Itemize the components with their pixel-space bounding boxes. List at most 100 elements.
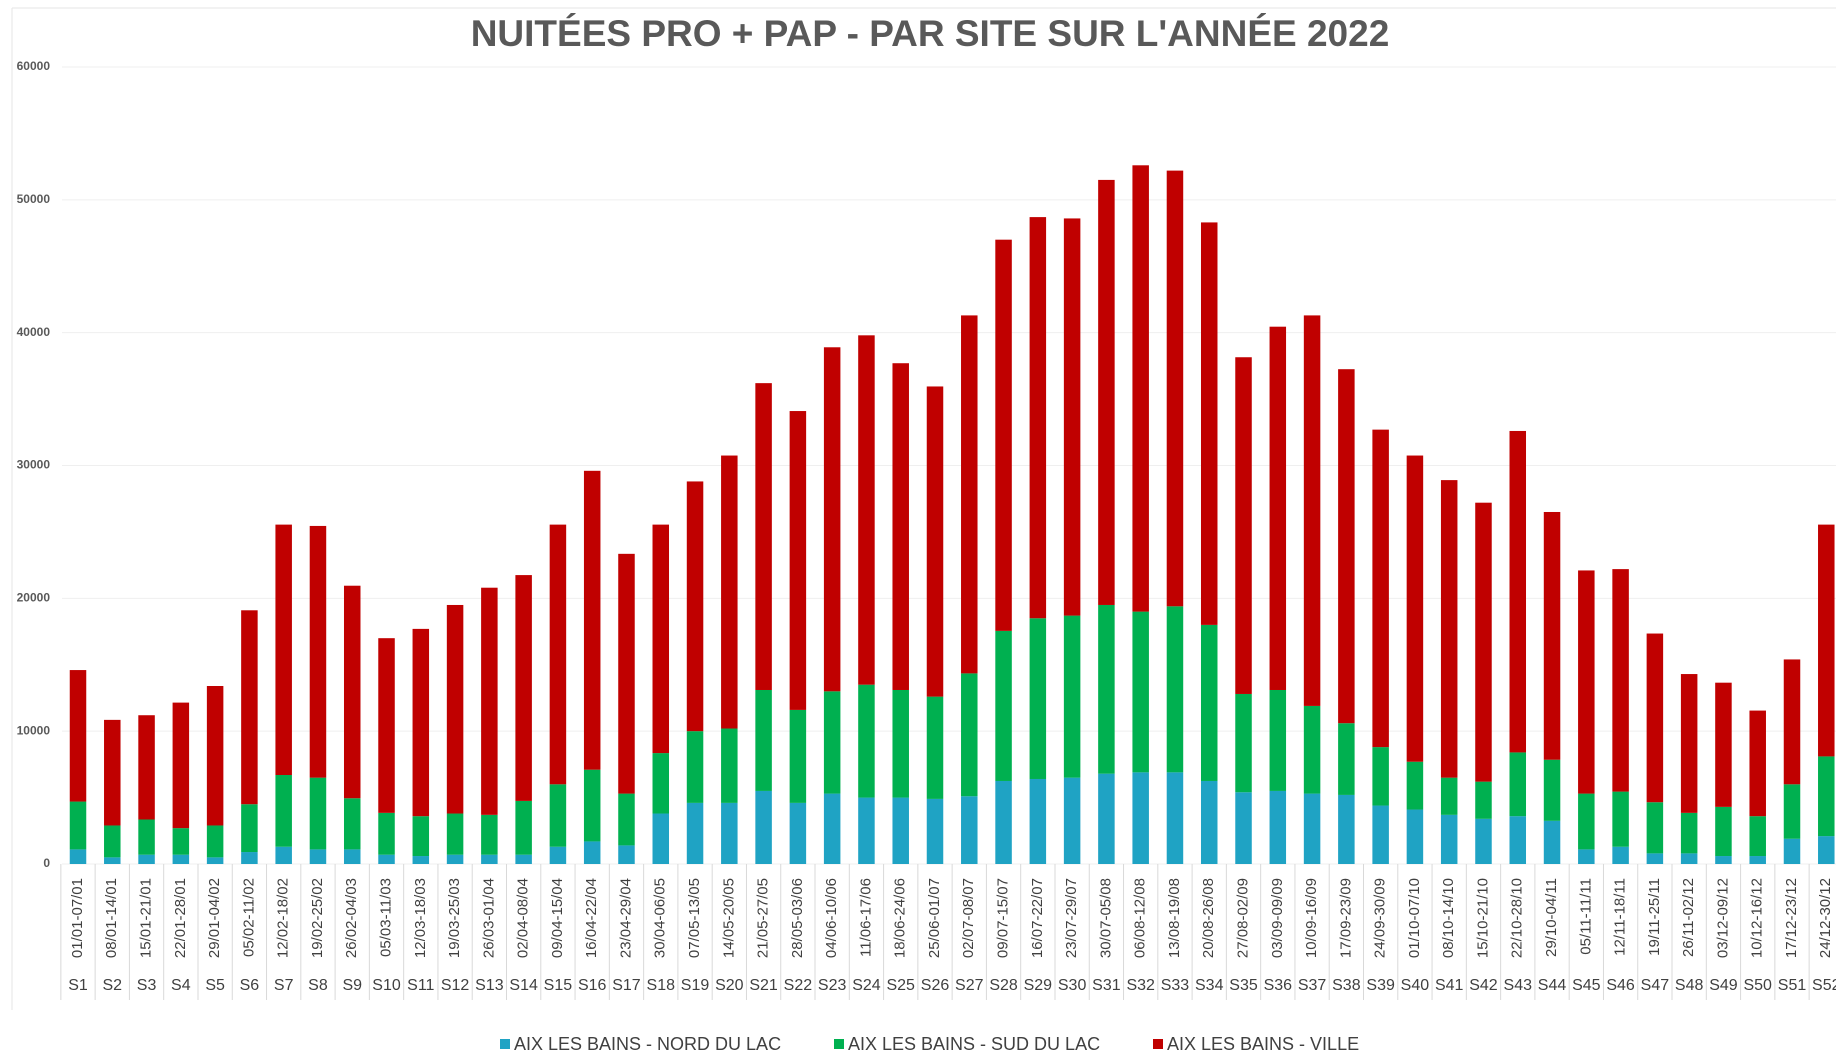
bar-segment [1132, 772, 1149, 864]
x-tick-label: S30 [1058, 977, 1087, 994]
bar-segment [1646, 802, 1664, 854]
x-tick-label: S43 [1504, 977, 1533, 994]
x-date-label: 03/12-09/12 [1714, 878, 1731, 958]
bar-segment [515, 854, 532, 864]
bar-segment [1338, 723, 1355, 795]
bar-segment [1029, 217, 1047, 619]
bar-segment [1372, 747, 1389, 806]
x-date-label: 02/07-08/07 [960, 878, 977, 958]
bar-segment [1166, 606, 1184, 773]
bar-segment [138, 854, 155, 864]
x-tick-label: S14 [509, 977, 538, 994]
bar-segment [823, 691, 841, 794]
bar-segment [172, 854, 190, 864]
bar-segment [104, 857, 121, 864]
x-tick-label: S46 [1606, 977, 1635, 994]
x-tick-label: S26 [921, 977, 950, 994]
bar-segment [69, 670, 87, 802]
bar-segment [378, 854, 395, 864]
bar-segment [1235, 693, 1252, 793]
bar-segment [1749, 856, 1766, 864]
x-tick-label: S51 [1778, 977, 1807, 994]
bar-segment [481, 587, 498, 815]
bar-segment [1543, 759, 1561, 821]
bar-segment [1338, 369, 1355, 724]
bar-segment [206, 686, 224, 826]
bar-segment [618, 845, 635, 864]
bar-segment [892, 689, 909, 798]
x-date-label: 07/05-13/05 [686, 878, 703, 958]
bar-segment [1578, 849, 1595, 864]
x-tick-label: S22 [784, 977, 813, 994]
bar-segment [206, 857, 224, 864]
bar-segment [1612, 569, 1629, 792]
bar-segment [1680, 853, 1698, 864]
x-date-label: 12/11-18/11 [1612, 878, 1629, 956]
x-tick-label: S20 [715, 977, 744, 994]
bar-segment [618, 553, 635, 794]
bar-segment [1269, 689, 1287, 791]
x-date-label: 26/02-04/03 [343, 878, 360, 958]
bar-segment [138, 715, 155, 820]
bar-segment [309, 777, 327, 850]
bar-segment [1200, 222, 1218, 625]
bar-segment [1406, 455, 1424, 762]
bar-segment [1818, 756, 1835, 837]
bar-segment [1303, 705, 1321, 794]
x-date-label: 18/06-24/06 [892, 878, 909, 958]
bar-segment [1818, 836, 1835, 864]
bar-segment [755, 790, 772, 864]
legend-label: AIX LES BAINS - SUD DU LAC [848, 1034, 1100, 1054]
x-date-label: 29/01-04/02 [206, 878, 223, 958]
x-tick-label: S39 [1366, 977, 1395, 994]
bar-segment [1715, 682, 1732, 807]
bar-segment [549, 784, 567, 847]
x-tick-label: S3 [137, 977, 157, 994]
x-date-label: 08/10-14/10 [1440, 878, 1457, 958]
bar-segment [1783, 659, 1801, 785]
bar-segment [412, 856, 430, 864]
x-tick-label: S1 [68, 977, 88, 994]
bar-segment [995, 780, 1012, 864]
bar-segment [1269, 790, 1287, 864]
chart-title: NUITÉES PRO + PAP - PAR SITE SUR L'ANNÉE… [471, 13, 1390, 54]
x-date-label: 19/02-25/02 [309, 878, 326, 958]
x-tick-label: S45 [1572, 977, 1601, 994]
x-tick-label: S47 [1641, 977, 1670, 994]
bar-segment [961, 315, 978, 674]
x-tick-label: S48 [1675, 977, 1704, 994]
bar-segment [1612, 791, 1629, 847]
x-date-label: 19/11-25/11 [1646, 878, 1663, 956]
x-tick-label: S41 [1435, 977, 1464, 994]
x-date-label: 06/08-12/08 [1132, 878, 1149, 958]
bar-segment [104, 719, 121, 826]
x-tick-label: S28 [989, 977, 1018, 994]
bar-segment [721, 802, 738, 864]
x-date-label: 05/11-11/11 [1577, 878, 1594, 955]
bar-segment [1063, 777, 1081, 864]
bar-segment [446, 813, 464, 855]
bar-segment [1063, 615, 1081, 778]
bar-segment [481, 814, 498, 855]
bar-segment [1680, 674, 1698, 813]
bar-segment [138, 819, 155, 855]
bar-segment [1132, 165, 1149, 612]
bar-segment [1166, 772, 1184, 864]
x-date-label: 26/11-02/12 [1680, 878, 1697, 957]
bar-segment [378, 638, 395, 813]
bar-segment [275, 524, 292, 776]
bar-segment [172, 828, 190, 855]
x-date-label: 29/10-04/11 [1543, 878, 1560, 957]
x-date-label: 05/02-11/02 [240, 878, 257, 957]
x-date-label: 21/05-27/05 [755, 878, 772, 958]
bar-segment [1680, 812, 1698, 854]
x-date-label: 15/10-21/10 [1474, 878, 1491, 958]
x-date-label: 30/04-06/05 [652, 878, 669, 958]
y-tick-label: 20000 [17, 591, 51, 605]
x-tick-label: S52 [1812, 977, 1836, 994]
bar-segment [241, 610, 258, 805]
x-date-label: 24/09-30/09 [1372, 878, 1389, 958]
y-tick-label: 50000 [17, 192, 51, 206]
bar-segment [549, 846, 567, 864]
